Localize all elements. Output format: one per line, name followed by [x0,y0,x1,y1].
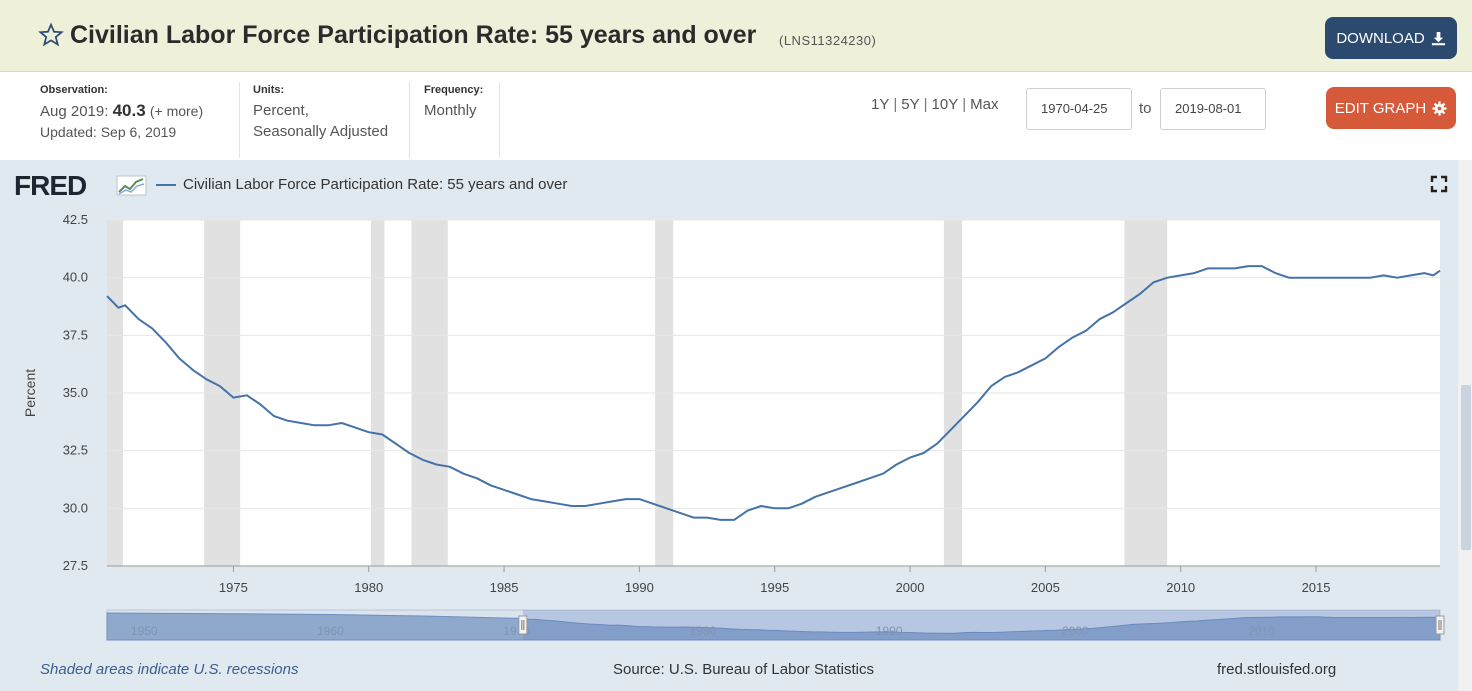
recession-note-link[interactable]: Shaded areas indicate U.S. recessions [40,661,299,678]
y-tick-label: 37.5 [63,327,88,342]
observation-value: 40.3 [112,101,146,120]
navigator-tick-label: 1950 [131,624,158,638]
range-1y-link[interactable]: 1Y [871,96,890,113]
to-label: to [1139,100,1152,117]
x-tick-label: 1975 [219,580,248,595]
navigator-series [106,612,1441,641]
legend-swatch [156,184,176,186]
navigator-handle[interactable] [518,615,528,635]
navigator-tick-label: 2010 [1248,624,1275,638]
units-value: Percent, Seasonally Adjusted [253,100,388,142]
y-tick-label: 32.5 [63,443,88,458]
observation-label: Observation: [40,84,108,96]
range-5y-link[interactable]: 5Y [901,96,920,113]
star-outline-icon[interactable] [38,22,64,48]
frequency-block: Frequency: Monthly [424,84,483,121]
chart: 27.5 30.0 32.5 35.0 37.5 40.0 42.5 Percent 1975 1… [22,212,1445,641]
title-bar: Civilian Labor Force Participation Rate:… [0,0,1472,72]
page-title: Civilian Labor Force Participation Rate:… [70,21,757,49]
x-tick-label: 1985 [490,580,519,595]
source-text: Source: U.S. Bureau of Labor Statistics [613,661,874,678]
divider [499,82,500,158]
y-tick-label: 40.0 [63,270,88,285]
x-tick-label: 2010 [1166,580,1195,595]
x-tick-label: 2000 [896,580,925,595]
scrollbar-thumb[interactable] [1461,385,1471,550]
navigator-selection [522,610,1440,640]
range-10y-link[interactable]: 10Y [931,96,959,113]
updated-date: Updated: Sep 6, 2019 [40,124,177,140]
navigator-tick-label: 1990 [876,624,903,638]
units-line1: Percent, [253,102,309,119]
fred-chart-logo-icon [116,175,147,196]
observation-date: Aug 2019: [40,103,109,120]
fullscreen-icon[interactable] [1430,175,1448,193]
download-icon [1431,31,1445,45]
x-tick-label: 1980 [354,580,383,595]
navigator-tick-label: 1980 [690,624,717,638]
range-max-link[interactable]: Max [970,96,999,113]
start-date-input[interactable]: 1970-04-25 [1026,88,1132,130]
frequency-label: Frequency: [424,84,484,96]
x-tick-label: 2015 [1302,580,1331,595]
divider [239,82,240,158]
units-line2: Seasonally Adjusted [253,123,389,140]
fred-logo: FRED [14,170,87,201]
legend-label: Civilian Labor Force Participation Rate:… [183,176,568,193]
navigator-tick-label: 1960 [317,624,344,638]
edit-graph-label: EDIT GRAPH [1334,99,1427,117]
gear-icon [1432,100,1447,116]
more-observations-link[interactable]: (+ more) [149,103,204,119]
download-button-label: DOWNLOAD [1336,29,1425,47]
series-id: (LNS11324230) [779,33,877,48]
divider [409,82,410,158]
x-tick-label: 1990 [625,580,654,595]
observation-value-row: Aug 2019: 40.3 (+ more) [40,100,203,122]
y-tick-label: 27.5 [63,558,88,573]
range-links: 1Y | 5Y | 10Y | Max [871,96,999,113]
y-tick-label: 42.5 [63,212,88,227]
edit-graph-button[interactable]: EDIT GRAPH [1326,87,1456,129]
x-tick-label: 1995 [760,580,789,595]
y-tick-label: 30.0 [63,500,88,515]
navigator-tick-label: 2000 [1062,624,1089,638]
series-line [106,265,1441,521]
observation-block: Observation: Aug 2019: 40.3 (+ more) Upd… [40,84,203,140]
x-tick-label: 2005 [1031,580,1060,595]
site-url: fred.stlouisfed.org [1217,661,1337,678]
navigator-handle[interactable] [1435,615,1445,635]
frequency-value: Monthly [424,102,477,119]
y-tick-label: 35.0 [63,385,88,400]
units-block: Units: Percent, Seasonally Adjusted [253,84,388,142]
end-date-input[interactable]: 2019-08-01 [1160,88,1266,130]
units-label: Units: [253,84,285,96]
y-axis-label: Percent [22,369,38,417]
download-button[interactable]: DOWNLOAD [1325,17,1457,59]
